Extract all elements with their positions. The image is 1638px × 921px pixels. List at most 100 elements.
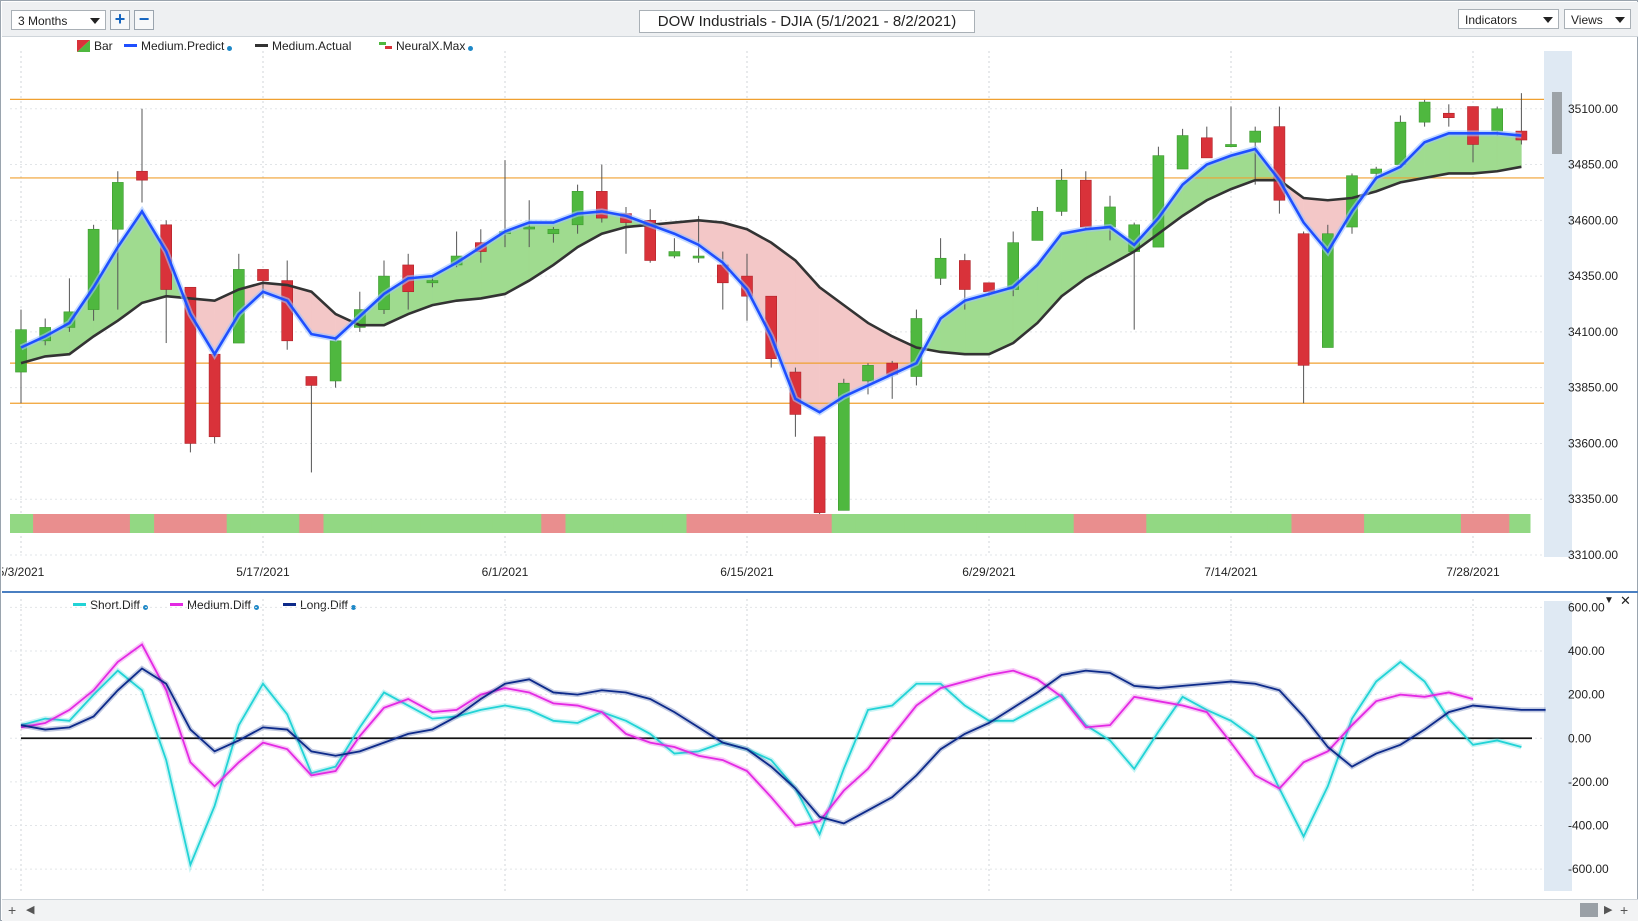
regime-strip-segment <box>1122 514 1147 533</box>
candle-body <box>837 382 850 511</box>
candle[interactable] <box>1443 104 1455 127</box>
candle[interactable] <box>208 353 221 444</box>
diff-chart[interactable]: 600.00 400.00 200.00 0.00 -200.00 -400.00 -600… <box>2 595 1638 899</box>
info-dot-icon[interactable] <box>350 605 356 610</box>
candle[interactable] <box>160 220 172 344</box>
plus-icon: + <box>114 9 126 29</box>
candle[interactable] <box>547 227 560 243</box>
candle-body <box>112 182 124 230</box>
candle[interactable] <box>1201 126 1213 159</box>
candle[interactable] <box>1418 99 1431 127</box>
candle[interactable] <box>1322 224 1334 348</box>
candle-body <box>1225 144 1237 148</box>
indicators-label: Indicators <box>1465 13 1518 27</box>
info-dot-icon[interactable] <box>468 46 474 51</box>
y-tick-label: 33850.00 <box>1568 381 1618 395</box>
candle-body <box>15 329 27 373</box>
candle[interactable] <box>1273 106 1286 214</box>
scroll-right-icon[interactable]: ▶ <box>1604 904 1613 916</box>
candle-body <box>547 228 560 235</box>
regime-strip-segment <box>1194 514 1220 533</box>
period-select-value: 3 Months <box>18 14 68 28</box>
chevron-down-icon <box>90 18 100 24</box>
legend-item-medium-predict[interactable]: Medium.Predict <box>124 39 233 53</box>
add-pane-icon[interactable]: + <box>8 902 17 918</box>
scroll-thumb[interactable] <box>1580 903 1598 917</box>
candle[interactable] <box>571 184 584 234</box>
candle[interactable] <box>813 436 826 522</box>
candle[interactable] <box>136 108 148 203</box>
candle[interactable] <box>1297 231 1310 404</box>
pane-collapse-icon[interactable]: ▼ <box>1604 595 1614 606</box>
candle[interactable] <box>692 215 705 263</box>
regime-strip-segment <box>686 514 712 533</box>
chart-title[interactable]: DOW Industrials - DJIA (5/1/2021 - 8/2/2… <box>639 10 975 33</box>
candle-body <box>257 269 269 281</box>
candle[interactable] <box>1249 126 1261 185</box>
scroll-left-icon[interactable]: ◀ <box>26 904 35 916</box>
candle[interactable] <box>837 378 850 511</box>
regime-strip-segment <box>1291 514 1317 533</box>
regime-strip-segment <box>57 514 82 533</box>
legend-item-medium-actual[interactable]: Medium.Actual <box>255 39 351 53</box>
candle[interactable] <box>378 260 390 315</box>
line-swatch-icon <box>73 603 86 606</box>
candle[interactable] <box>862 363 874 395</box>
candle[interactable] <box>886 360 899 399</box>
regime-strip-segment <box>420 514 445 533</box>
candle-body <box>813 436 826 513</box>
regime-strip-segment <box>323 514 349 533</box>
candle[interactable] <box>668 238 681 259</box>
candle[interactable] <box>305 376 318 473</box>
candle-body <box>668 251 681 257</box>
candle[interactable] <box>233 253 245 344</box>
candle-body <box>87 228 100 310</box>
regime-strip-segment <box>1073 514 1099 533</box>
zoom-out-button[interactable]: − <box>134 10 154 30</box>
period-select[interactable]: 3 Months <box>11 10 106 30</box>
legend-label: Medium.Actual <box>272 39 352 53</box>
zoom-in-button[interactable]: + <box>110 10 130 30</box>
legend-item-long-diff[interactable]: Long.Diff <box>283 598 356 612</box>
legend-item-bar[interactable]: Bar <box>77 39 113 53</box>
candle[interactable] <box>329 336 342 388</box>
regime-strip-segment <box>807 514 833 533</box>
indicators-dropdown[interactable]: Indicators <box>1458 9 1559 29</box>
candle-body <box>523 226 536 230</box>
long-diff-line <box>20 667 1546 825</box>
add-pane-right-icon[interactable]: + <box>1620 902 1629 918</box>
x-tick-label: 6/29/2021 <box>962 565 1016 579</box>
x-tick-label: 5/3/2021 <box>2 565 45 579</box>
candle[interactable] <box>1055 169 1068 216</box>
price-scroll-thumb[interactable] <box>1552 92 1562 154</box>
candle-body <box>1418 101 1431 123</box>
horizontal-scrollbar[interactable]: + ◀ ▶ + <box>2 899 1638 921</box>
candle[interactable] <box>1080 171 1092 230</box>
candle-body <box>571 191 584 226</box>
legend-item-neuralx-max[interactable]: NeuralX.Max <box>379 39 474 53</box>
candle[interactable] <box>1031 206 1044 241</box>
candle[interactable] <box>1225 106 1237 148</box>
candle[interactable] <box>1176 128 1189 170</box>
diff-scroll-strip[interactable] <box>1544 601 1572 891</box>
regime-strip-segment <box>1315 514 1341 533</box>
candle[interactable] <box>934 238 947 286</box>
candle-body <box>1273 126 1286 201</box>
pane-close-icon[interactable]: ✕ <box>1620 593 1631 608</box>
views-dropdown[interactable]: Views <box>1564 9 1631 29</box>
candle-body <box>305 376 318 386</box>
candle[interactable] <box>112 171 124 310</box>
info-dot-icon[interactable] <box>227 46 233 51</box>
candle[interactable] <box>15 309 27 404</box>
regime-strip-segment <box>154 514 179 533</box>
candle-body <box>1249 130 1261 143</box>
candle[interactable] <box>1152 146 1165 248</box>
candle[interactable] <box>87 224 100 321</box>
pane-divider[interactable] <box>2 591 1638 593</box>
candle-body <box>1394 121 1407 165</box>
candle-body <box>1491 108 1503 132</box>
price-chart[interactable]: 35100.00 34850.00 34600.00 34350.00 34100.00… <box>2 35 1638 591</box>
regime-strip-segment <box>444 514 470 533</box>
legend-label: Bar <box>94 39 113 53</box>
candle[interactable] <box>644 209 657 263</box>
